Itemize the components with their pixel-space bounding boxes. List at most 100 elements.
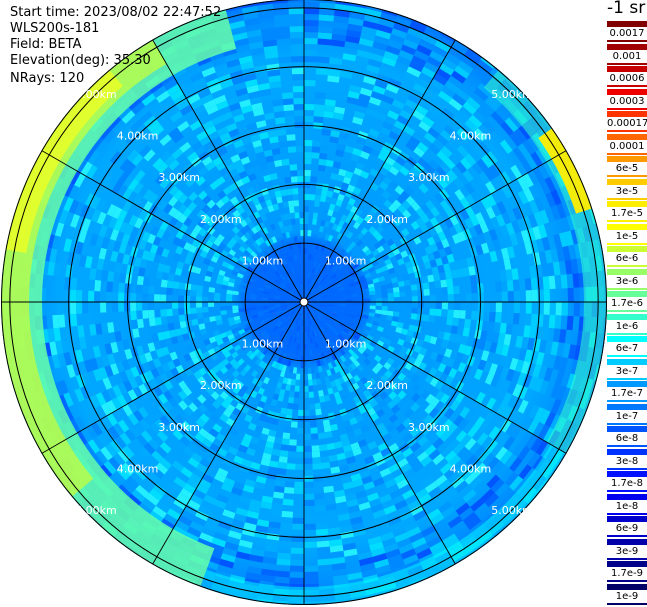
data-cell [359,335,367,342]
data-cell [292,367,298,374]
data-cell [370,182,380,192]
data-cell [339,433,349,442]
data-cell [304,104,315,111]
data-cell [335,149,345,158]
data-cell [232,305,239,310]
data-cell [77,325,85,338]
data-cell [219,413,229,423]
data-cell [344,425,354,434]
data-cell [402,274,410,281]
data-cell [345,203,354,212]
data-cell [477,449,491,463]
data-cell [223,477,236,487]
data-cell [357,551,373,561]
data-cell [132,182,144,195]
data-cells [1,0,607,605]
data-cell [307,373,313,380]
data-cell [436,68,452,81]
data-cell [339,248,346,256]
data-cell [373,354,382,363]
data-cell [463,345,473,356]
data-cell [453,177,465,190]
data-cell [244,516,258,526]
data-cell [100,302,107,313]
data-cell [532,364,542,379]
data-cell [417,295,424,302]
data-cell [190,284,198,291]
data-cell [378,322,386,328]
data-cell [141,497,156,511]
data-cell [173,321,181,330]
data-cell [433,370,443,380]
data-cell [433,518,448,531]
data-cell [98,366,108,380]
data-cell [242,161,253,171]
data-cell [394,16,412,28]
data-cell [247,422,257,431]
data-cell [390,404,401,414]
data-cell [405,302,412,308]
data-cell [512,279,520,292]
data-cell [82,146,96,162]
data-cell [137,406,149,419]
data-cell [387,515,402,527]
data-cell [388,180,399,191]
data-cell [243,347,251,355]
data-cell [441,107,456,121]
data-cell [260,408,269,417]
data-cell [231,256,239,263]
data-cell [214,292,221,298]
data-cell [262,227,269,235]
data-cell [420,213,430,224]
data-cell [327,362,334,370]
data-cell [222,408,233,418]
data-cell [180,326,189,335]
data-cell [432,453,445,466]
data-cell [377,152,388,162]
data-cell [256,216,264,225]
data-cell [147,233,157,244]
data-cell [295,373,301,380]
data-cell [364,325,372,332]
data-cell [396,114,409,126]
data-cell [183,406,194,417]
data-cell [116,394,128,407]
data-cell [215,526,230,536]
data-cell [233,455,244,465]
data-cell [269,460,279,468]
data-cell [75,349,84,363]
data-cell [439,62,455,76]
data-cell [339,70,353,79]
data-cell [187,457,200,469]
data-cell [299,224,304,231]
data-cell [310,433,319,440]
data-cell [276,128,287,137]
data-cell [90,453,104,469]
data-cell [254,238,262,247]
data-cell [444,348,453,358]
data-cell [316,56,330,64]
data-cell [368,377,377,386]
data-cell [527,337,536,351]
data-cell [417,302,424,309]
data-cell [320,219,326,227]
data-cell [387,297,394,302]
data-cell [573,302,580,317]
data-cell [437,363,447,373]
data-cell [405,33,422,45]
data-cell [283,426,291,434]
data-cell [232,290,239,296]
data-cell [397,204,407,214]
data-cell [333,366,340,374]
data-cell [428,227,438,237]
data-cell [219,212,228,222]
data-cell [178,213,188,224]
data-cell [292,86,304,93]
data-cell [264,212,272,220]
data-cell [400,44,417,56]
data-cell [407,93,421,105]
field-text: Field: BETA [10,37,82,52]
data-cell [285,213,291,220]
data-cell [384,369,393,379]
data-cell [336,384,344,392]
